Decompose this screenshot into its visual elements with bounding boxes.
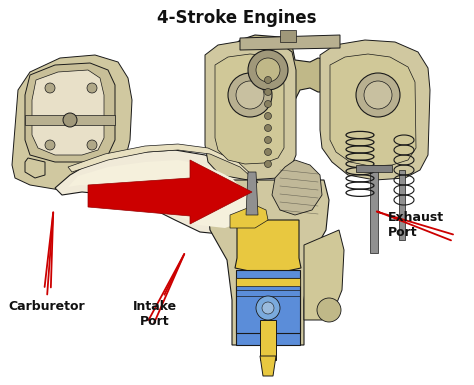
Circle shape: [248, 50, 288, 90]
Polygon shape: [304, 230, 344, 320]
Text: Intake
Port: Intake Port: [133, 254, 184, 328]
Polygon shape: [320, 40, 430, 180]
Circle shape: [264, 89, 272, 95]
Circle shape: [87, 83, 97, 93]
Circle shape: [45, 140, 55, 150]
Circle shape: [264, 112, 272, 119]
Circle shape: [364, 81, 392, 109]
Circle shape: [264, 77, 272, 84]
Circle shape: [63, 113, 77, 127]
Polygon shape: [240, 35, 340, 50]
Polygon shape: [215, 54, 284, 164]
Polygon shape: [12, 55, 132, 190]
Circle shape: [256, 58, 280, 82]
Circle shape: [264, 137, 272, 144]
Text: Carburetor: Carburetor: [8, 213, 85, 313]
Polygon shape: [68, 160, 250, 228]
Bar: [370, 168, 378, 253]
Polygon shape: [25, 63, 115, 162]
Circle shape: [45, 83, 55, 93]
Polygon shape: [25, 115, 115, 125]
Circle shape: [228, 73, 272, 117]
Circle shape: [256, 296, 280, 320]
Circle shape: [262, 302, 274, 314]
Polygon shape: [330, 54, 416, 166]
Polygon shape: [272, 160, 322, 215]
Polygon shape: [68, 144, 258, 183]
Circle shape: [236, 81, 264, 109]
Polygon shape: [207, 180, 329, 345]
Bar: [236, 270, 300, 345]
Circle shape: [317, 298, 341, 322]
Circle shape: [264, 124, 272, 132]
Polygon shape: [230, 205, 268, 228]
Polygon shape: [246, 172, 258, 215]
Polygon shape: [205, 40, 296, 180]
Circle shape: [264, 161, 272, 167]
Circle shape: [356, 73, 400, 117]
Bar: [236, 278, 300, 286]
Bar: [260, 320, 276, 360]
Polygon shape: [88, 160, 252, 224]
Polygon shape: [25, 158, 45, 178]
Text: 4-Stroke Engines: 4-Stroke Engines: [157, 9, 317, 27]
Text: Exhaust
Port: Exhaust Port: [377, 211, 453, 240]
Polygon shape: [55, 150, 262, 235]
Circle shape: [264, 100, 272, 107]
Polygon shape: [260, 356, 276, 376]
Bar: [399, 170, 405, 240]
Polygon shape: [356, 165, 392, 172]
Bar: [236, 278, 300, 333]
Polygon shape: [280, 30, 296, 42]
Circle shape: [264, 149, 272, 156]
Circle shape: [87, 140, 97, 150]
Polygon shape: [210, 35, 338, 172]
Polygon shape: [235, 220, 301, 275]
Polygon shape: [32, 70, 104, 155]
